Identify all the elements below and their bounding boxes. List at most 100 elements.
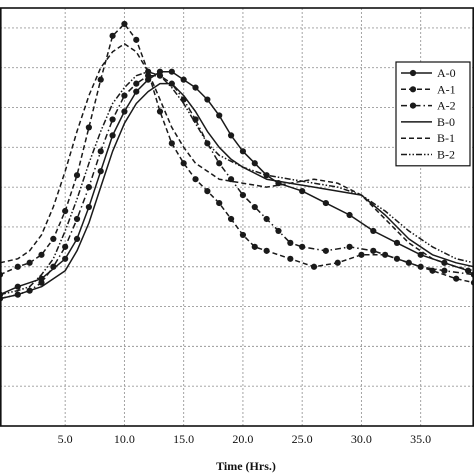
legend-label-a-2: A-2 — [437, 99, 456, 113]
data-point-a-2 — [26, 287, 33, 294]
legend-marker-a-0 — [409, 69, 417, 77]
data-point-a-0 — [85, 203, 92, 211]
data-point-a-1 — [204, 188, 211, 195]
data-point-a-1 — [168, 140, 175, 147]
legend-label-b-2: B-2 — [437, 148, 455, 162]
data-point-a-2 — [192, 116, 199, 123]
data-point-a-2 — [50, 263, 57, 270]
legend-marker-a-2 — [409, 102, 417, 109]
data-point-a-1 — [73, 172, 81, 179]
data-point-a-0 — [192, 84, 199, 91]
data-point-a-0 — [322, 199, 329, 207]
data-point-a-1 — [156, 108, 164, 115]
data-point-a-2 — [109, 116, 116, 123]
data-point-a-0 — [263, 172, 270, 179]
data-point-a-2 — [62, 243, 69, 250]
legend-label-b-1: B-1 — [437, 131, 455, 145]
legend: A-0 A-1 A-2 B-0 B-1 B-2 — [395, 61, 471, 167]
data-point-a-1 — [62, 207, 69, 215]
data-point-a-1 — [334, 259, 341, 266]
data-point-a-2 — [441, 267, 448, 274]
series-line-b-2 — [0, 70, 474, 296]
data-point-a-1 — [227, 215, 235, 223]
x-tick-label: 35.0 — [410, 432, 431, 446]
data-point-a-1 — [133, 36, 140, 43]
legend-label-a-1: A-1 — [437, 82, 456, 96]
data-point-a-2 — [168, 80, 175, 87]
series-line-b-0 — [0, 82, 474, 300]
legend-marker-a-1 — [409, 86, 417, 93]
data-point-a-0 — [227, 132, 235, 139]
legend-label-a-0: A-0 — [437, 66, 456, 80]
data-point-a-2 — [121, 92, 128, 99]
data-point-a-2 — [322, 247, 329, 254]
data-point-a-2 — [145, 72, 152, 79]
data-point-a-2 — [38, 279, 45, 286]
data-point-a-2 — [73, 215, 81, 223]
data-point-a-2 — [14, 291, 21, 298]
data-point-a-1 — [26, 259, 33, 266]
data-point-a-1 — [251, 243, 258, 250]
data-point-a-1 — [429, 267, 436, 274]
data-point-a-1 — [192, 176, 199, 183]
legend-box — [395, 61, 471, 167]
data-point-a-1 — [263, 247, 270, 254]
x-tick-label: 30.0 — [351, 432, 372, 446]
data-point-a-2 — [251, 203, 258, 211]
data-point-a-0 — [109, 132, 116, 139]
data-point-a-0 — [133, 88, 140, 95]
data-point-a-1 — [382, 251, 389, 258]
data-point-a-1 — [121, 20, 128, 28]
series-line-a-2 — [0, 74, 474, 300]
data-point-a-2 — [85, 184, 92, 191]
data-point-a-2 — [180, 96, 187, 103]
plot-frame — [0, 7, 474, 427]
data-point-a-0 — [464, 267, 472, 274]
data-point-a-2 — [227, 176, 235, 183]
data-point-a-1 — [97, 76, 104, 83]
series-line-a-1 — [0, 23, 474, 284]
data-point-a-0 — [275, 180, 282, 187]
data-point-a-2 — [156, 72, 164, 79]
data-point-a-1 — [358, 251, 365, 258]
data-point-a-2 — [275, 227, 282, 235]
data-point-a-2 — [299, 243, 306, 250]
x-tick-labels: 5.0 10.0 15.0 20.0 25.0 30.0 35.0 — [58, 432, 431, 446]
data-point-a-0 — [14, 283, 21, 290]
data-point-a-2 — [133, 80, 140, 87]
x-tick-label: 25.0 — [292, 432, 313, 446]
data-point-a-0 — [393, 239, 401, 246]
data-point-a-0 — [204, 96, 211, 103]
data-point-a-0 — [239, 148, 247, 155]
data-point-a-1 — [14, 263, 21, 270]
x-tick-label: 20.0 — [232, 432, 253, 446]
data-point-a-1 — [180, 160, 187, 167]
data-point-a-0 — [97, 168, 104, 175]
data-point-a-2 — [263, 215, 270, 223]
data-point-a-0 — [346, 211, 353, 219]
data-point-a-1 — [38, 251, 45, 258]
data-point-a-1 — [85, 124, 92, 131]
data-point-a-0 — [168, 68, 175, 75]
data-point-a-1 — [216, 199, 223, 207]
data-point-a-2 — [346, 243, 353, 250]
x-tick-label: 5.0 — [58, 432, 73, 446]
data-point-a-2 — [393, 255, 401, 262]
data-point-a-0 — [62, 255, 69, 262]
data-point-a-2 — [417, 263, 424, 270]
data-point-a-2 — [204, 140, 211, 147]
data-point-a-1 — [310, 263, 318, 270]
data-point-a-0 — [299, 188, 306, 195]
x-tick-label: 15.0 — [173, 432, 194, 446]
x-axis-label: Time (Hrs.) — [216, 459, 276, 473]
data-point-a-0 — [441, 259, 448, 266]
data-point-a-0 — [370, 227, 377, 235]
data-point-a-1 — [109, 32, 116, 39]
data-point-a-0 — [251, 160, 258, 167]
data-point-a-2 — [370, 247, 377, 254]
data-point-a-1 — [453, 275, 460, 282]
data-point-a-1 — [287, 255, 294, 262]
data-point-a-1 — [50, 235, 57, 242]
data-point-a-2 — [97, 148, 104, 155]
